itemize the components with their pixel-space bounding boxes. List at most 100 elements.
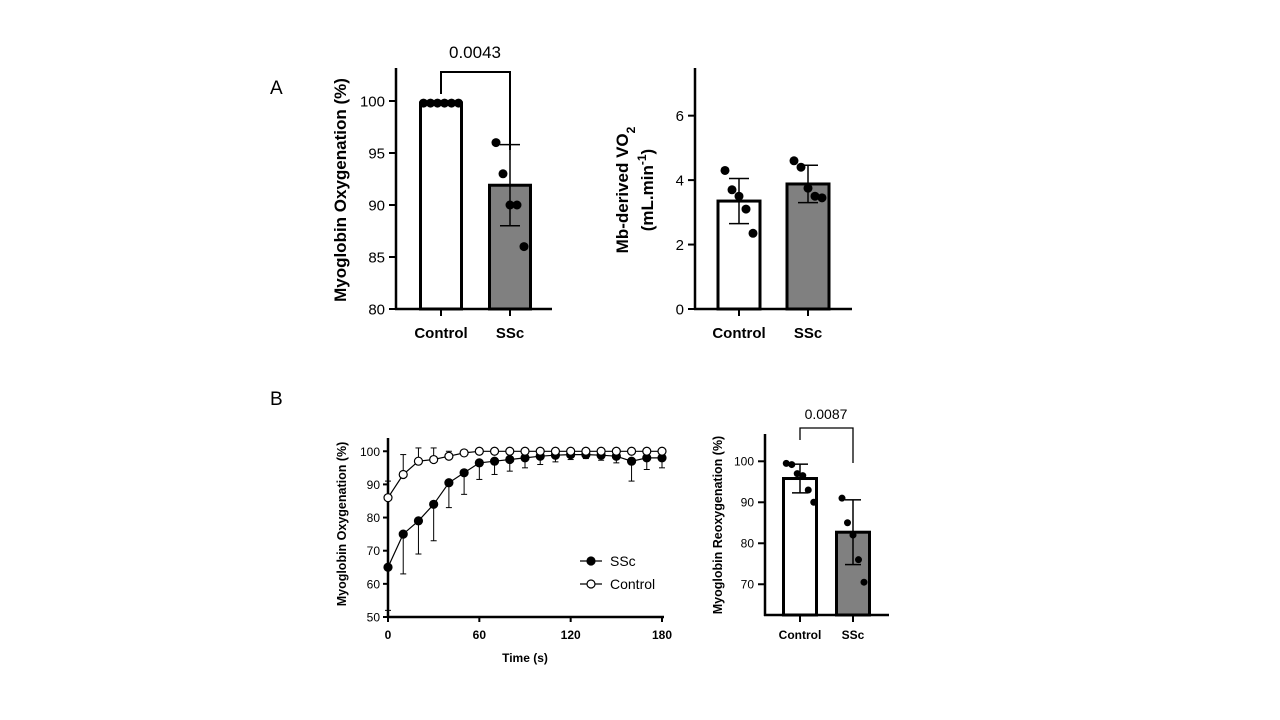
data-point-control bbox=[566, 446, 576, 456]
y-tick-label: 70 bbox=[367, 544, 381, 558]
data-point-control bbox=[611, 446, 621, 456]
bar-ssc bbox=[785, 182, 831, 311]
data-point bbox=[734, 191, 744, 201]
y-tick-label: 95 bbox=[368, 145, 385, 162]
data-point-control bbox=[413, 456, 424, 466]
data-point bbox=[782, 459, 790, 467]
y-tick-label: 100 bbox=[360, 445, 380, 459]
data-point-control bbox=[383, 493, 393, 503]
legend-label: SSc bbox=[610, 553, 636, 569]
data-point-control bbox=[489, 446, 500, 456]
y-tick-label: 90 bbox=[367, 478, 381, 492]
bar-control bbox=[419, 101, 463, 311]
data-point bbox=[849, 531, 857, 539]
p-value-label: 0.0087 bbox=[805, 406, 848, 422]
panel-label-b: B bbox=[270, 389, 283, 410]
significance-bracket bbox=[440, 71, 511, 150]
data-point bbox=[505, 200, 515, 210]
data-point-ssc bbox=[505, 454, 515, 465]
y-tick-label: 80 bbox=[741, 536, 755, 550]
chart-b2-myoglobin-reoxygenation: 70 80 90 100 Control SSc Myoglobin Reoxygenati… bbox=[711, 406, 889, 642]
y-tick-label: 0 bbox=[676, 301, 684, 318]
bar-control bbox=[782, 477, 818, 617]
data-point-ssc bbox=[383, 562, 393, 572]
legend-label: Control bbox=[610, 576, 655, 592]
data-point-control bbox=[429, 454, 439, 465]
data-point-control bbox=[474, 446, 484, 456]
data-point-control bbox=[398, 469, 408, 480]
data-point bbox=[447, 98, 456, 108]
data-point bbox=[796, 162, 806, 172]
y-tick-label: 80 bbox=[368, 301, 385, 318]
y-tick-label: 90 bbox=[368, 197, 385, 214]
data-point bbox=[748, 228, 758, 238]
y-axis-label: Myoglobin Reoxygenation (%) bbox=[711, 436, 725, 614]
legend-marker bbox=[586, 556, 596, 566]
chart-a1-myoglobin-oxygenation: 80 85 90 95 100 Control SSc Myoglobin Oxygenati… bbox=[331, 43, 552, 342]
data-point-control bbox=[596, 446, 606, 456]
data-point-ssc bbox=[398, 529, 408, 539]
data-point bbox=[433, 98, 442, 108]
data-point bbox=[512, 200, 522, 210]
data-point bbox=[788, 461, 796, 469]
data-point bbox=[855, 556, 862, 564]
bar-ssc bbox=[835, 530, 871, 617]
y-tick-label: 70 bbox=[741, 577, 755, 591]
data-point bbox=[720, 165, 730, 175]
data-point bbox=[519, 242, 529, 252]
data-point-ssc bbox=[459, 468, 469, 478]
x-tick-label: SSc bbox=[842, 628, 865, 642]
y-tick-label: 2 bbox=[676, 237, 684, 254]
data-point-ssc bbox=[429, 499, 439, 509]
data-point bbox=[799, 472, 807, 480]
x-tick-label: 120 bbox=[561, 628, 581, 642]
x-tick-label: Control bbox=[779, 628, 822, 642]
y-tick-label: 4 bbox=[676, 172, 684, 189]
y-tick-label: 100 bbox=[360, 93, 385, 110]
x-tick-label: Control bbox=[414, 325, 467, 342]
data-point-control bbox=[550, 446, 561, 456]
chart-b1-oxygenation-time-course: 50 60 70 80 90 100 0 60 120 180 Time (s) Myoglobin … bbox=[335, 438, 672, 665]
data-point-control bbox=[520, 446, 530, 456]
data-point bbox=[810, 498, 818, 506]
data-point-control bbox=[444, 451, 454, 461]
y-tick-label: 85 bbox=[368, 249, 385, 266]
data-point bbox=[844, 519, 851, 527]
data-point bbox=[817, 193, 827, 203]
data-point bbox=[741, 204, 751, 214]
data-point bbox=[793, 470, 801, 478]
data-point bbox=[727, 185, 737, 195]
data-point bbox=[789, 156, 799, 166]
y-tick-label: 80 bbox=[367, 511, 381, 525]
x-axis-label: Time (s) bbox=[502, 651, 548, 665]
data-point-ssc bbox=[626, 456, 637, 466]
data-point-control bbox=[642, 446, 652, 456]
data-point bbox=[810, 191, 820, 201]
y-tick-label: 6 bbox=[676, 108, 684, 125]
data-point bbox=[440, 98, 449, 108]
y-axis-label: Myoglobin Oxygenation (%) bbox=[331, 78, 350, 302]
data-point bbox=[426, 98, 435, 108]
y-tick-label: 100 bbox=[734, 454, 754, 468]
series-line-ssc bbox=[387, 454, 662, 568]
y-tick-label: 60 bbox=[367, 577, 381, 591]
data-point bbox=[804, 486, 812, 494]
data-point bbox=[803, 183, 813, 193]
data-point bbox=[454, 98, 463, 108]
data-point bbox=[838, 494, 846, 502]
y-tick-label: 90 bbox=[741, 495, 755, 509]
data-point-ssc bbox=[413, 516, 424, 526]
data-point-control bbox=[459, 448, 469, 458]
data-point-ssc bbox=[444, 478, 454, 488]
data-point-ssc bbox=[474, 458, 484, 468]
x-tick-label: SSc bbox=[794, 325, 822, 342]
p-value-label: 0.0043 bbox=[449, 43, 501, 62]
data-point-control bbox=[505, 446, 515, 456]
legend-marker bbox=[586, 579, 596, 589]
y-tick-label: 50 bbox=[367, 611, 381, 625]
chart-a2-mb-derived-vo2: 0 2 4 6 Control SSc Mb-derived VO2(mL.min-1) bbox=[613, 68, 852, 342]
data-point-control bbox=[626, 446, 637, 456]
data-point bbox=[491, 138, 501, 148]
panel-label-a: A bbox=[270, 78, 283, 99]
